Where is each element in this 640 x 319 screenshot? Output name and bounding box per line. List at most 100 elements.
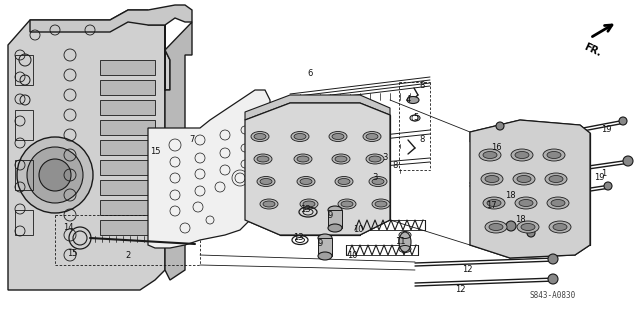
Ellipse shape (485, 221, 507, 233)
Polygon shape (470, 120, 590, 142)
Ellipse shape (332, 133, 344, 139)
Ellipse shape (297, 156, 309, 162)
Ellipse shape (251, 131, 269, 142)
Ellipse shape (366, 154, 384, 164)
Text: 13: 13 (300, 205, 310, 214)
Circle shape (604, 182, 612, 190)
Text: 19: 19 (594, 174, 604, 182)
Ellipse shape (553, 224, 567, 231)
Ellipse shape (341, 201, 353, 207)
Circle shape (619, 117, 627, 125)
Ellipse shape (294, 154, 312, 164)
Bar (100, 140, 155, 155)
Ellipse shape (369, 156, 381, 162)
Ellipse shape (375, 201, 387, 207)
Ellipse shape (479, 149, 501, 161)
Circle shape (39, 159, 71, 191)
Ellipse shape (487, 199, 501, 206)
Ellipse shape (303, 201, 315, 207)
Text: 10: 10 (347, 250, 357, 259)
Text: 8: 8 (392, 160, 397, 169)
Text: 17: 17 (486, 201, 496, 210)
Ellipse shape (294, 133, 306, 139)
Text: 15: 15 (150, 146, 160, 155)
Ellipse shape (260, 179, 272, 184)
Text: 3: 3 (382, 153, 388, 162)
Bar (328, 210, 342, 228)
Ellipse shape (257, 176, 275, 187)
Text: 9: 9 (328, 211, 333, 220)
Ellipse shape (369, 176, 387, 187)
Ellipse shape (318, 234, 332, 242)
Ellipse shape (372, 199, 390, 209)
Ellipse shape (483, 152, 497, 159)
Ellipse shape (519, 199, 533, 206)
Ellipse shape (338, 199, 356, 209)
Ellipse shape (300, 199, 318, 209)
Bar (15, 55, 33, 85)
Ellipse shape (335, 156, 347, 162)
Ellipse shape (549, 221, 571, 233)
Polygon shape (245, 95, 390, 120)
Ellipse shape (549, 175, 563, 182)
Text: 12: 12 (455, 286, 465, 294)
Ellipse shape (515, 152, 529, 159)
Ellipse shape (363, 131, 381, 142)
Text: 14: 14 (63, 224, 73, 233)
Text: 13: 13 (292, 234, 303, 242)
Ellipse shape (517, 175, 531, 182)
Ellipse shape (515, 197, 537, 209)
Circle shape (506, 221, 516, 231)
Text: 8: 8 (419, 80, 425, 90)
Bar (100, 220, 155, 235)
Ellipse shape (511, 149, 533, 161)
Ellipse shape (543, 149, 565, 161)
Bar (100, 60, 155, 75)
Polygon shape (470, 120, 590, 258)
Circle shape (623, 156, 633, 166)
Ellipse shape (254, 154, 272, 164)
Text: 1: 1 (602, 169, 607, 179)
Text: 9: 9 (317, 239, 323, 248)
Ellipse shape (545, 173, 567, 185)
Ellipse shape (372, 179, 384, 184)
Ellipse shape (260, 199, 278, 209)
Circle shape (27, 147, 83, 203)
Circle shape (527, 229, 535, 237)
Polygon shape (8, 10, 170, 290)
Ellipse shape (335, 176, 353, 187)
Ellipse shape (332, 154, 350, 164)
Polygon shape (148, 90, 270, 248)
Circle shape (548, 274, 558, 284)
Ellipse shape (483, 197, 505, 209)
Text: 12: 12 (461, 265, 472, 275)
Ellipse shape (300, 179, 312, 184)
Ellipse shape (547, 152, 561, 159)
Text: 18: 18 (515, 216, 525, 225)
Bar (15, 160, 33, 190)
Ellipse shape (257, 156, 269, 162)
Bar (100, 120, 155, 135)
Text: 7: 7 (189, 136, 195, 145)
Ellipse shape (328, 224, 342, 232)
Text: S843-A0830: S843-A0830 (530, 291, 576, 300)
Text: 10: 10 (353, 226, 364, 234)
Ellipse shape (407, 97, 419, 103)
Ellipse shape (489, 224, 503, 231)
Ellipse shape (399, 232, 411, 252)
Text: 11: 11 (395, 238, 405, 247)
Circle shape (548, 254, 558, 264)
Bar (100, 200, 155, 215)
Circle shape (496, 122, 504, 130)
Ellipse shape (481, 173, 503, 185)
Ellipse shape (297, 176, 315, 187)
Polygon shape (30, 5, 192, 32)
Text: 16: 16 (491, 144, 501, 152)
Ellipse shape (547, 197, 569, 209)
Bar (100, 100, 155, 115)
Ellipse shape (338, 179, 350, 184)
Bar (15, 110, 33, 140)
Polygon shape (165, 22, 192, 280)
Ellipse shape (513, 173, 535, 185)
Ellipse shape (366, 133, 378, 139)
